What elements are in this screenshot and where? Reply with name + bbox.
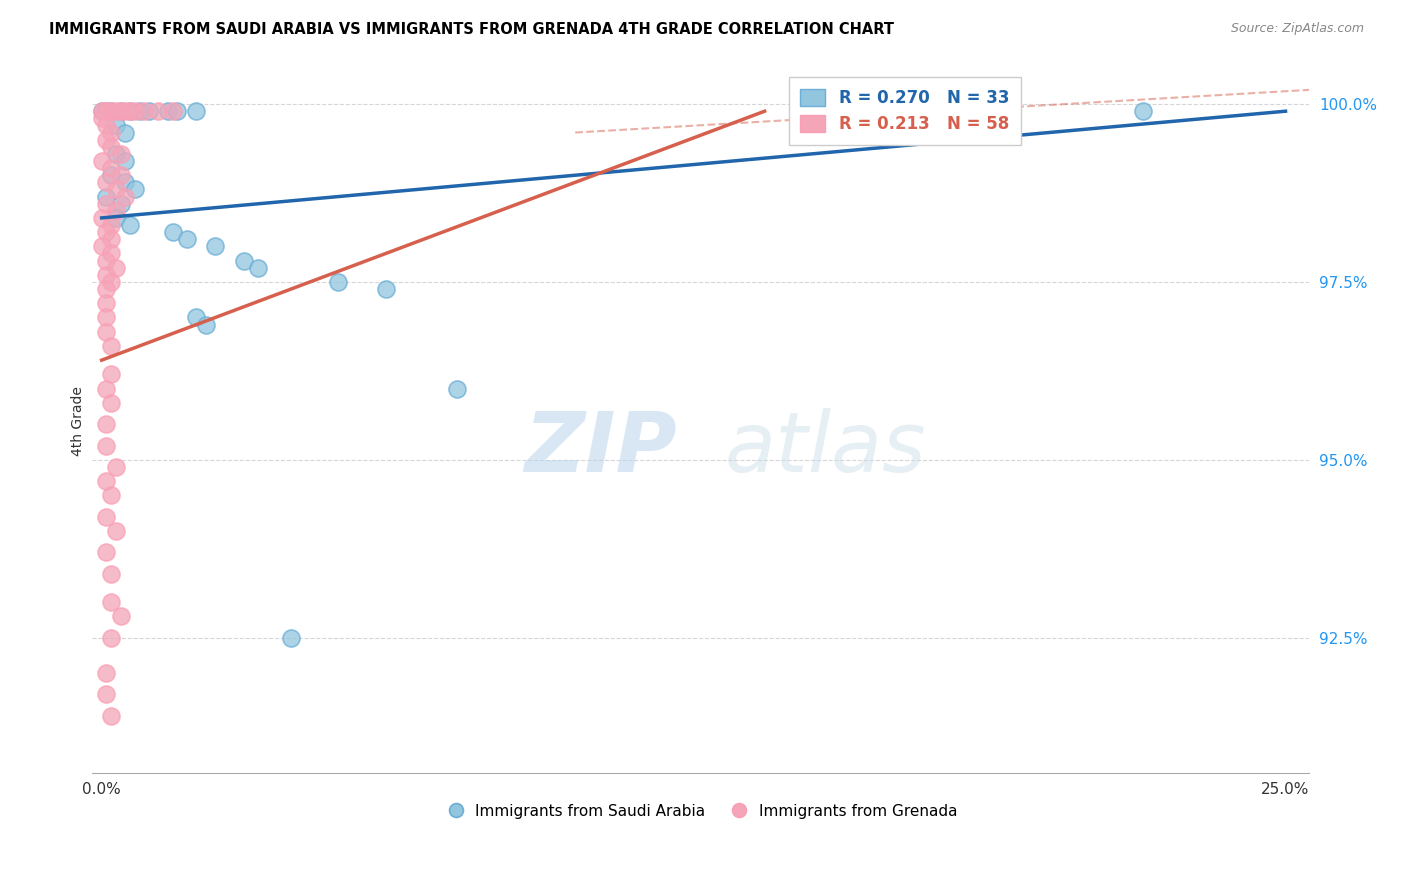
Point [96,253,118,268]
Point [120,104,142,119]
Point [232,253,254,268]
Point [96,474,118,488]
Point [100,595,122,609]
Text: Source: ZipAtlas.com: Source: ZipAtlas.com [1230,22,1364,36]
Point [328,275,350,289]
Point [96,225,118,239]
Point [110,609,132,624]
Point [114,153,136,168]
Point [162,225,184,239]
Point [246,260,269,275]
Point [120,218,142,232]
Point [100,339,122,353]
Point [90,211,112,225]
Point [100,161,122,175]
Point [186,104,208,119]
Point [100,104,122,119]
Point [100,396,122,410]
Point [124,104,146,119]
Point [100,104,122,119]
Point [176,232,198,246]
Point [128,104,150,119]
Point [90,153,112,168]
Point [96,104,118,119]
Point [100,168,122,182]
Point [446,382,468,396]
Point [90,239,112,253]
Point [110,104,132,119]
Point [96,509,118,524]
Point [166,104,188,119]
Point [114,189,136,203]
Point [100,232,122,246]
Point [138,104,160,119]
Point [120,104,142,119]
Point [110,168,132,182]
Point [96,296,118,310]
Point [114,104,136,119]
Point [124,182,146,196]
Point [96,325,118,339]
Point [100,140,122,154]
Point [96,196,118,211]
Point [96,666,118,681]
Point [374,282,396,296]
Point [100,709,122,723]
Point [104,459,127,474]
Point [100,566,122,581]
Point [204,239,226,253]
Point [110,104,132,119]
Point [96,133,118,147]
Text: atlas: atlas [725,409,927,490]
Point [100,246,122,260]
Point [148,104,170,119]
Point [96,310,118,325]
Point [100,275,122,289]
Point [100,368,122,382]
Point [96,104,118,119]
Point [96,189,118,203]
Point [96,688,118,702]
Point [96,438,118,452]
Point [96,119,118,133]
Point [194,318,217,332]
Legend: Immigrants from Saudi Arabia, Immigrants from Grenada: Immigrants from Saudi Arabia, Immigrants… [439,797,963,825]
Point [104,203,127,218]
Point [114,175,136,189]
Point [104,147,127,161]
Point [280,631,302,645]
Point [96,282,118,296]
Text: ZIP: ZIP [524,409,676,490]
Point [110,147,132,161]
Point [96,175,118,189]
Point [162,104,184,119]
Point [96,545,118,559]
Point [156,104,179,119]
Point [104,260,127,275]
Point [104,211,127,225]
Point [96,382,118,396]
Point [134,104,156,119]
Point [90,112,112,126]
Point [104,104,127,119]
Text: IMMIGRANTS FROM SAUDI ARABIA VS IMMIGRANTS FROM GRENADA 4TH GRADE CORRELATION CH: IMMIGRANTS FROM SAUDI ARABIA VS IMMIGRAN… [49,22,894,37]
Point [90,104,112,119]
Point [104,119,127,133]
Point [96,417,118,432]
Point [114,126,136,140]
Y-axis label: 4th Grade: 4th Grade [72,385,86,456]
Point [100,488,122,502]
Point [100,218,122,232]
Point [96,268,118,282]
Point [100,631,122,645]
Point [104,524,127,538]
Point [104,182,127,196]
Point [90,104,112,119]
Point [110,196,132,211]
Point [1132,104,1154,119]
Point [100,126,122,140]
Point [186,310,208,325]
